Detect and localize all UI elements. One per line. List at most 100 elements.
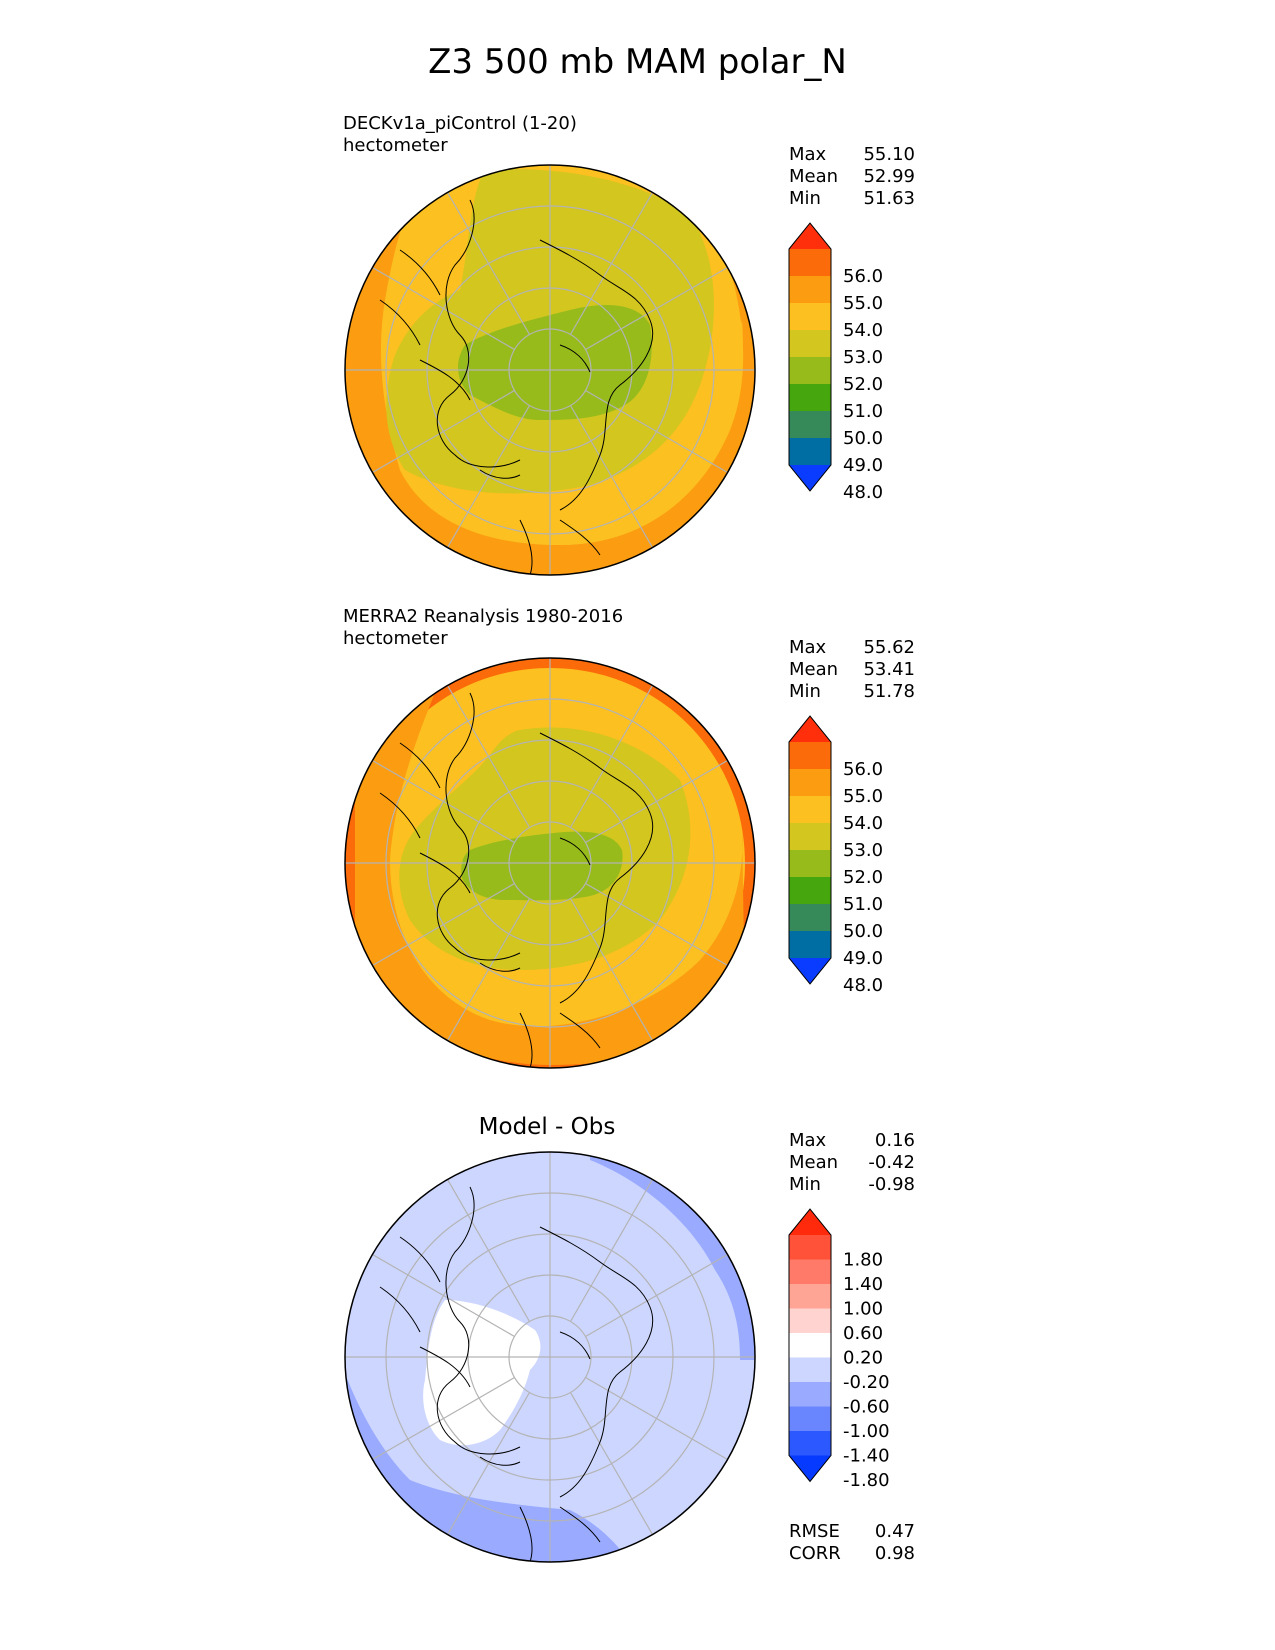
colorbar-segment xyxy=(789,1406,831,1431)
colorbar-tick-label: 1.40 xyxy=(843,1274,883,1295)
colorbar-segment xyxy=(789,1333,831,1358)
panel2-stat-max: Max 55.62 xyxy=(789,637,915,658)
colorbar-tick-label: 49.0 xyxy=(843,455,883,476)
colorbar-extend-top xyxy=(789,716,831,742)
colorbar-tick-label: -1.00 xyxy=(843,1421,890,1442)
colorbar-segment xyxy=(789,850,831,877)
colorbar-tick-label: 1.80 xyxy=(843,1250,883,1271)
colorbar-segment xyxy=(789,411,831,438)
coastlines-1 xyxy=(379,199,654,575)
panel2-subtitle: MERRA2 Reanalysis 1980-2016 hectometer xyxy=(343,606,623,650)
colorbar-tick-label: 49.0 xyxy=(843,948,883,969)
map-panel-1 xyxy=(344,164,756,576)
meridian-line xyxy=(569,192,654,335)
colorbar-tick-label: 48.0 xyxy=(843,482,883,503)
colorbar-extend-bottom xyxy=(789,1455,831,1482)
colorbar-extend-bottom xyxy=(789,465,831,491)
colorbar-segment xyxy=(789,1357,831,1382)
panel1-stats: Max 55.10 Mean 52.99 Min 51.63 xyxy=(789,144,915,210)
colorbar-segment xyxy=(789,1235,831,1260)
meridian-line xyxy=(372,759,515,844)
meridian-line xyxy=(585,389,728,474)
meridian-line xyxy=(585,1253,728,1338)
graticule-3 xyxy=(345,1152,755,1562)
colorbar-segment xyxy=(789,357,831,384)
panel1-units-label: hectometer xyxy=(343,135,448,156)
colorbar-tick-label: 50.0 xyxy=(843,428,883,449)
coastlines-3 xyxy=(379,1186,654,1562)
colorbar-tick-label: -1.40 xyxy=(843,1446,890,1467)
meridian-line xyxy=(446,685,531,828)
panel2-units-label: hectometer xyxy=(343,628,448,649)
meridian-line xyxy=(569,898,654,1041)
colorbar-tick-label: 52.0 xyxy=(843,867,883,888)
colorbar-tick-label: 51.0 xyxy=(843,894,883,915)
panel1-dataset-label: DECKv1a_piControl (1-20) xyxy=(343,113,577,134)
diff-panel-title: Model - Obs xyxy=(478,1114,616,1140)
panel1-stat-mean: Mean 52.99 xyxy=(789,166,915,187)
meridian-line xyxy=(372,1376,515,1461)
panel1-stat-max: Max 55.10 xyxy=(789,144,915,165)
colorbar-extend-top xyxy=(789,1209,831,1235)
colorbar-tick-label: -1.80 xyxy=(843,1470,890,1491)
colorbar-tick-label: 56.0 xyxy=(843,266,883,287)
colorbar-tick-label: 55.0 xyxy=(843,293,883,314)
panel3-stat-max: Max 0.16 xyxy=(789,1130,915,1151)
meridian-line xyxy=(569,405,654,548)
meridian-line xyxy=(569,1179,654,1322)
meridian-line xyxy=(446,192,531,335)
map-panel-2 xyxy=(344,657,756,1069)
colorbar-segment xyxy=(789,1284,831,1309)
colorbar-segment xyxy=(789,769,831,796)
panel2-stat-mean: Mean 53.41 xyxy=(789,659,915,680)
colorbar-outline xyxy=(788,222,832,492)
colorbar-extend-top xyxy=(789,223,831,249)
colorbar-1: 56.0 55.0 54.0 53.0 52.0 51.0 50.0 49.0 48.0 xyxy=(788,222,883,503)
colorbar-segment xyxy=(789,931,831,958)
meridian-line xyxy=(585,882,728,967)
colorbar-tick-label: 0.20 xyxy=(843,1348,883,1369)
meridian-line xyxy=(446,1179,531,1322)
colorbar-tick-label: 1.00 xyxy=(843,1299,883,1320)
colorbar-segment xyxy=(789,303,831,330)
colorbar-tick-label: 54.0 xyxy=(843,320,883,341)
meridian-line xyxy=(585,759,728,844)
colorbar-extend-bottom xyxy=(789,958,831,984)
meridian-line xyxy=(446,405,531,548)
colorbar-tick-label: 50.0 xyxy=(843,921,883,942)
colorbar-segment xyxy=(789,1431,831,1456)
meridian-line xyxy=(569,685,654,828)
colorbar-2: 56.0 55.0 54.0 53.0 52.0 51.0 50.0 49.0 48.0 xyxy=(788,715,883,996)
meridian-line xyxy=(372,882,515,967)
colorbar-3: 1.80 1.40 1.00 0.60 0.20 -0.20 -0.60 -1.00 -1.40… xyxy=(788,1208,890,1491)
colorbar-segment xyxy=(789,1259,831,1284)
panel3-metric-rmse: RMSE 0.47 xyxy=(789,1521,915,1542)
coastlines-2 xyxy=(379,692,654,1068)
colorbar-outline xyxy=(788,1208,832,1483)
colorbar-segment xyxy=(789,438,831,465)
graticule-2 xyxy=(345,658,755,1068)
panel3-stat-min: Min -0.98 xyxy=(789,1174,915,1195)
colorbar-tick-label: 51.0 xyxy=(843,401,883,422)
panel2-stat-min: Min 51.78 xyxy=(789,681,915,702)
panel2-dataset-label: MERRA2 Reanalysis 1980-2016 xyxy=(343,606,624,627)
colorbar-outline xyxy=(788,715,832,985)
colorbar-tick-label: 55.0 xyxy=(843,786,883,807)
panel3-metric-corr: CORR 0.98 xyxy=(789,1543,915,1564)
colorbar-segment xyxy=(789,823,831,850)
meridian-line xyxy=(585,1376,728,1461)
colorbar-tick-label: -0.60 xyxy=(843,1397,890,1418)
meridian-line xyxy=(372,266,515,351)
panel1-stat-min: Min 51.63 xyxy=(789,188,915,209)
colorbar-tick-label: 0.60 xyxy=(843,1323,883,1344)
meridian-line xyxy=(372,1253,515,1338)
colorbar-tick-label: 52.0 xyxy=(843,374,883,395)
colorbar-segment xyxy=(789,796,831,823)
colorbar-segment xyxy=(789,1382,831,1407)
panel2-stats: Max 55.62 Mean 53.41 Min 51.78 xyxy=(789,637,915,703)
colorbar-tick-label: 56.0 xyxy=(843,759,883,780)
colorbar-segment xyxy=(789,249,831,276)
meridian-line xyxy=(446,898,531,1041)
meridian-line xyxy=(446,1392,531,1535)
colorbar-segment xyxy=(789,904,831,931)
